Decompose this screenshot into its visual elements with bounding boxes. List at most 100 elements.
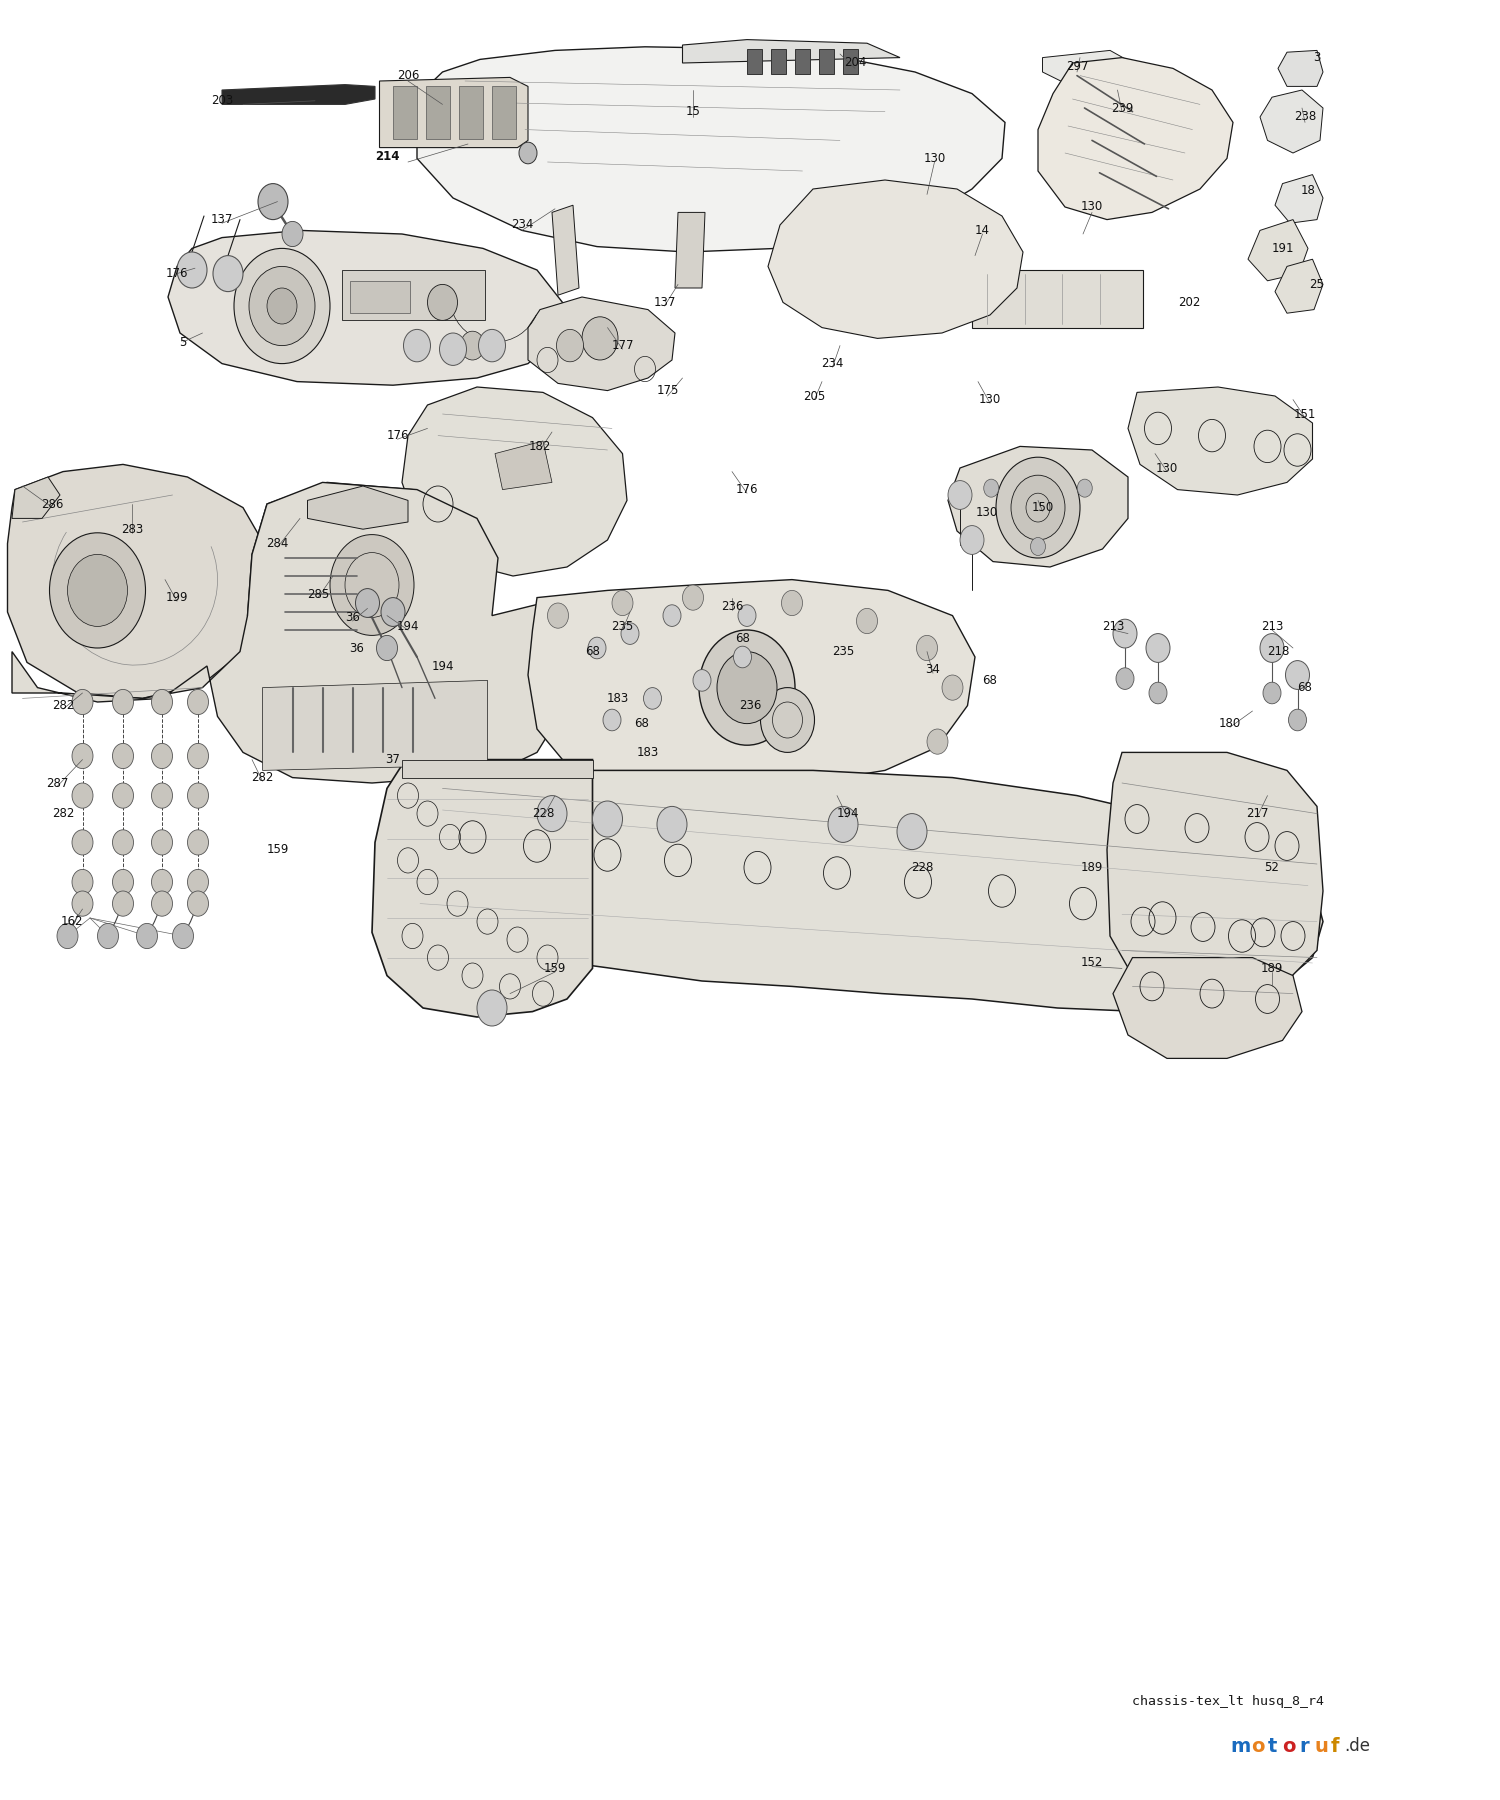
Text: .de: .de [1344, 1737, 1370, 1755]
Circle shape [440, 333, 466, 365]
Circle shape [537, 796, 567, 832]
Circle shape [404, 329, 430, 362]
Text: 37: 37 [386, 752, 400, 767]
Circle shape [188, 689, 209, 715]
Circle shape [72, 689, 93, 715]
Circle shape [897, 814, 927, 850]
Polygon shape [795, 49, 810, 74]
Text: 180: 180 [1220, 716, 1240, 731]
Circle shape [582, 317, 618, 360]
Circle shape [136, 923, 158, 949]
Circle shape [828, 806, 858, 842]
Text: 162: 162 [60, 914, 84, 929]
Circle shape [57, 923, 78, 949]
Polygon shape [222, 85, 375, 104]
Text: 137: 137 [211, 212, 232, 227]
Text: 130: 130 [980, 392, 1000, 407]
Text: 159: 159 [267, 842, 288, 857]
Circle shape [1146, 634, 1170, 662]
Circle shape [519, 142, 537, 164]
Circle shape [172, 923, 194, 949]
Polygon shape [682, 40, 900, 63]
Text: 18: 18 [1300, 184, 1316, 198]
Text: 152: 152 [1082, 956, 1102, 970]
Polygon shape [1128, 387, 1312, 495]
Circle shape [663, 605, 681, 626]
Circle shape [249, 266, 315, 346]
Circle shape [152, 743, 172, 769]
Circle shape [188, 869, 209, 895]
Circle shape [1149, 682, 1167, 704]
Circle shape [478, 329, 506, 362]
Text: o: o [1282, 1737, 1296, 1755]
Circle shape [592, 801, 622, 837]
Text: 183: 183 [638, 745, 658, 760]
Polygon shape [1248, 220, 1308, 281]
Text: 182: 182 [530, 439, 550, 454]
Text: 5: 5 [180, 335, 186, 349]
Circle shape [188, 783, 209, 808]
Circle shape [112, 743, 134, 769]
Text: 15: 15 [686, 104, 700, 119]
Text: 199: 199 [165, 590, 189, 605]
Circle shape [282, 221, 303, 247]
Text: m: m [1230, 1737, 1251, 1755]
Text: 175: 175 [657, 383, 678, 398]
Circle shape [612, 590, 633, 616]
Text: 151: 151 [1294, 407, 1316, 421]
Circle shape [734, 646, 752, 668]
Text: 36: 36 [350, 641, 364, 655]
Text: 218: 218 [1268, 644, 1288, 659]
Circle shape [1260, 634, 1284, 662]
Polygon shape [675, 212, 705, 288]
Circle shape [234, 248, 330, 364]
Text: 130: 130 [1156, 461, 1178, 475]
Text: 206: 206 [398, 68, 418, 83]
Circle shape [556, 329, 584, 362]
Text: 3: 3 [1314, 50, 1320, 65]
Circle shape [942, 675, 963, 700]
Polygon shape [248, 482, 488, 688]
Text: u: u [1314, 1737, 1328, 1755]
Text: 286: 286 [42, 497, 63, 511]
Circle shape [267, 288, 297, 324]
Bar [492, 86, 516, 139]
Text: 194: 194 [432, 659, 453, 673]
Circle shape [699, 630, 795, 745]
Circle shape [330, 535, 414, 635]
Polygon shape [972, 270, 1143, 328]
Text: 213: 213 [1102, 619, 1124, 634]
Text: 159: 159 [544, 961, 566, 976]
Polygon shape [1107, 752, 1323, 999]
Text: 214: 214 [375, 149, 399, 164]
Circle shape [376, 635, 398, 661]
Circle shape [68, 554, 128, 626]
Circle shape [1286, 661, 1310, 689]
Circle shape [1011, 475, 1065, 540]
Text: 228: 228 [912, 860, 933, 875]
Circle shape [152, 830, 172, 855]
Text: 234: 234 [822, 356, 843, 371]
Text: 68: 68 [735, 632, 750, 646]
Circle shape [356, 589, 380, 617]
Text: 203: 203 [211, 94, 232, 108]
Text: 213: 213 [1262, 619, 1282, 634]
Text: 176: 176 [735, 482, 758, 497]
Circle shape [50, 533, 146, 648]
Polygon shape [1275, 175, 1323, 223]
Text: 189: 189 [1082, 860, 1102, 875]
Text: 183: 183 [608, 691, 628, 706]
Text: 194: 194 [396, 619, 420, 634]
Text: 217: 217 [1245, 806, 1268, 821]
Text: 282: 282 [252, 770, 273, 785]
Bar [350, 281, 410, 313]
Circle shape [427, 284, 458, 320]
Polygon shape [1113, 958, 1302, 1058]
Circle shape [996, 457, 1080, 558]
Bar [393, 86, 417, 139]
Circle shape [682, 585, 703, 610]
Text: 228: 228 [532, 806, 554, 821]
Circle shape [738, 605, 756, 626]
Text: 236: 236 [722, 599, 742, 614]
Text: 234: 234 [512, 218, 532, 232]
